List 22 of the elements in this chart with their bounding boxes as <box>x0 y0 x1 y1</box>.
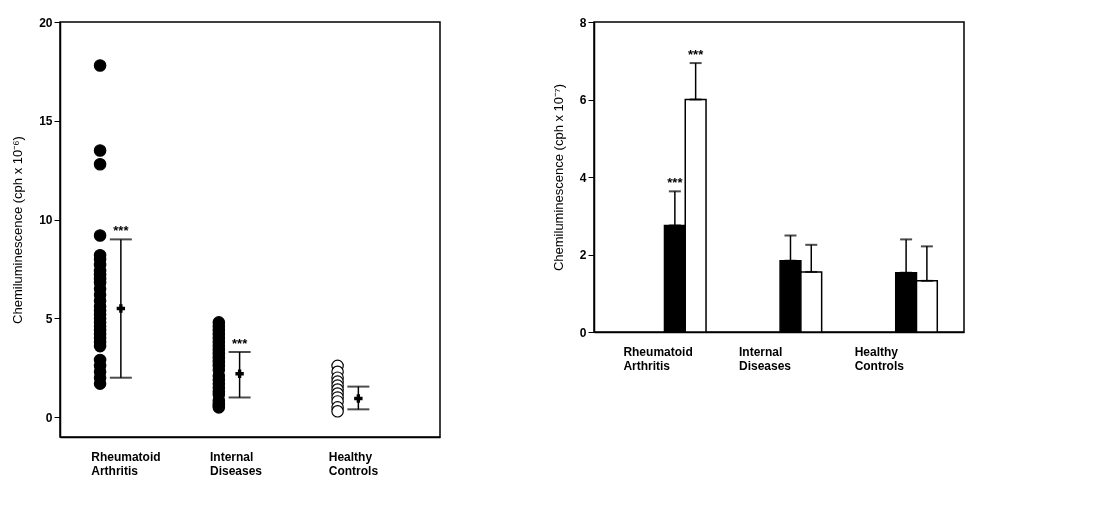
annotation: *** <box>232 336 249 352</box>
annotation: *** <box>688 47 705 63</box>
y-tick-label: 5 <box>45 311 53 326</box>
y-tick-label: 0 <box>579 325 587 340</box>
y-tick-label: 6 <box>579 93 587 107</box>
x-tick-label: Healthy Controls <box>328 449 379 478</box>
x-tick-label: Internal Diseases <box>739 344 792 373</box>
x-tick-label: Rheumatoid Arthritis <box>623 344 693 373</box>
annotation: *** <box>667 175 684 191</box>
y-tick-label: 10 <box>39 213 53 228</box>
y-tick-label: 8 <box>579 15 587 30</box>
y-tick-label: 20 <box>39 15 53 30</box>
y-tick-label: 4 <box>579 170 587 185</box>
y-axis-title: Chemiluminescence (cph x 10⁻⁷) <box>550 83 566 272</box>
x-tick-label: Internal Diseases <box>210 449 263 478</box>
y-axis-title: Chemiluminescence (cph x 10⁻⁶) <box>10 136 26 324</box>
x-tick-label: Rheumatoid Arthritis <box>91 449 161 478</box>
y-tick-label: 2 <box>579 248 587 262</box>
y-tick-label: 0 <box>45 410 53 425</box>
annotation: *** <box>113 223 130 239</box>
y-tick-label: 15 <box>39 114 53 129</box>
x-tick-label: Healthy Controls <box>854 344 905 373</box>
